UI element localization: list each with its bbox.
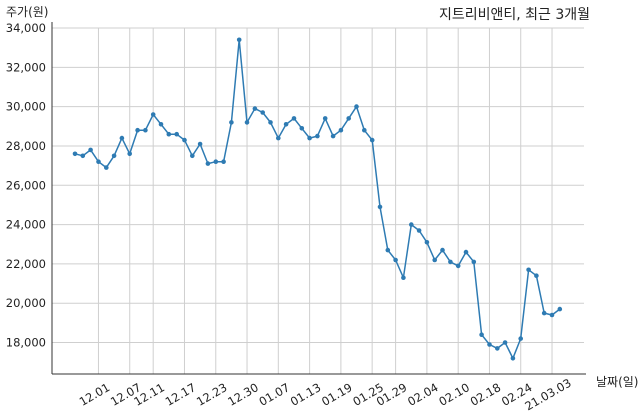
y-tick-label: 22,000 xyxy=(6,257,46,271)
axes xyxy=(51,22,586,375)
data-point xyxy=(479,332,484,338)
data-point xyxy=(354,104,359,109)
data-point xyxy=(143,127,148,133)
data-point xyxy=(510,356,516,361)
x-tick-label: 01.19 xyxy=(319,380,355,409)
x-tick-labels: 12.0112.0712.1112.1712.2312.3001.0701.13… xyxy=(77,376,574,414)
data-point xyxy=(158,122,164,127)
data-point xyxy=(440,247,445,253)
data-point xyxy=(166,131,172,137)
y-tick-label: 32,000 xyxy=(6,60,46,74)
series-line xyxy=(74,39,561,360)
data-point xyxy=(471,259,477,265)
data-point xyxy=(448,259,453,265)
data-point xyxy=(385,247,391,253)
x-tick-label: 01.07 xyxy=(257,380,293,409)
grid xyxy=(52,27,584,374)
y-tick-label: 30,000 xyxy=(6,100,46,114)
data-point xyxy=(174,131,179,137)
data-point xyxy=(526,267,531,273)
data-point xyxy=(197,141,203,147)
x-tick-label: 02.18 xyxy=(468,380,504,409)
y-tick-label: 26,000 xyxy=(6,178,46,192)
data-point xyxy=(236,37,242,43)
data-point xyxy=(416,228,422,233)
data-point xyxy=(135,127,140,133)
y-axis-label: 주가(원) xyxy=(6,5,48,19)
data-point xyxy=(502,340,508,345)
data-point xyxy=(362,127,367,133)
data-point xyxy=(111,153,117,159)
data-point xyxy=(330,133,336,139)
x-tick-label: 12.30 xyxy=(225,380,261,409)
data-point xyxy=(487,342,492,347)
data-point xyxy=(299,126,305,131)
data-point xyxy=(424,240,430,245)
chart-title: 지트리비앤티, 최근 3개월 xyxy=(439,7,590,23)
x-tick-label: 02.04 xyxy=(405,380,441,409)
data-point xyxy=(182,137,187,143)
data-point xyxy=(346,116,352,121)
x-tick-label: 12.17 xyxy=(163,380,199,409)
data-point xyxy=(549,312,555,318)
data-point xyxy=(291,116,297,121)
data-point xyxy=(190,153,195,159)
data-point xyxy=(276,135,281,141)
x-axis-label: 날짜(일) xyxy=(596,375,638,389)
y-tick-labels: 18,000 20,000 22,000 24,000 26,000 28,000 30,0… xyxy=(6,21,46,350)
data-point xyxy=(432,257,438,263)
data-point xyxy=(268,120,273,125)
y-tick-label: 18,000 xyxy=(6,336,46,350)
y-tick-label: 28,000 xyxy=(6,139,46,153)
data-point xyxy=(221,159,226,164)
x-tick-label: 12.01 xyxy=(77,380,113,409)
data-point xyxy=(518,336,523,341)
data-point xyxy=(150,112,156,117)
data-point xyxy=(119,135,125,141)
data-point xyxy=(127,151,132,157)
y-tick-label: 20,000 xyxy=(6,296,46,310)
x-tick-label: 02.10 xyxy=(436,380,472,409)
data-point xyxy=(229,120,234,125)
data-point xyxy=(338,127,344,133)
data-point xyxy=(104,165,109,170)
data-point xyxy=(244,120,250,125)
data-point xyxy=(455,263,461,269)
data-point xyxy=(213,159,219,164)
data-point xyxy=(260,110,266,115)
data-point xyxy=(463,249,469,255)
data-point xyxy=(557,306,563,312)
data-point xyxy=(322,116,328,121)
data-point xyxy=(534,273,539,279)
data-point xyxy=(409,222,414,227)
y-tick-label: 34,000 xyxy=(6,21,46,35)
y-tick-label: 24,000 xyxy=(6,218,46,232)
data-point xyxy=(401,275,406,281)
x-tick-label: 01.13 xyxy=(288,380,324,409)
x-tick-label: 12.23 xyxy=(194,380,230,409)
data-point xyxy=(377,204,383,210)
series xyxy=(72,37,563,361)
data-point xyxy=(283,122,289,127)
data-point xyxy=(205,161,211,166)
data-point xyxy=(88,147,93,153)
data-point xyxy=(369,137,375,143)
data-point xyxy=(96,159,101,164)
data-point xyxy=(80,153,86,159)
data-point xyxy=(307,135,312,141)
data-point xyxy=(252,106,258,111)
data-point xyxy=(495,346,500,351)
data-point xyxy=(393,257,398,263)
data-point xyxy=(315,133,320,139)
data-point xyxy=(541,310,547,316)
data-point xyxy=(72,151,78,157)
